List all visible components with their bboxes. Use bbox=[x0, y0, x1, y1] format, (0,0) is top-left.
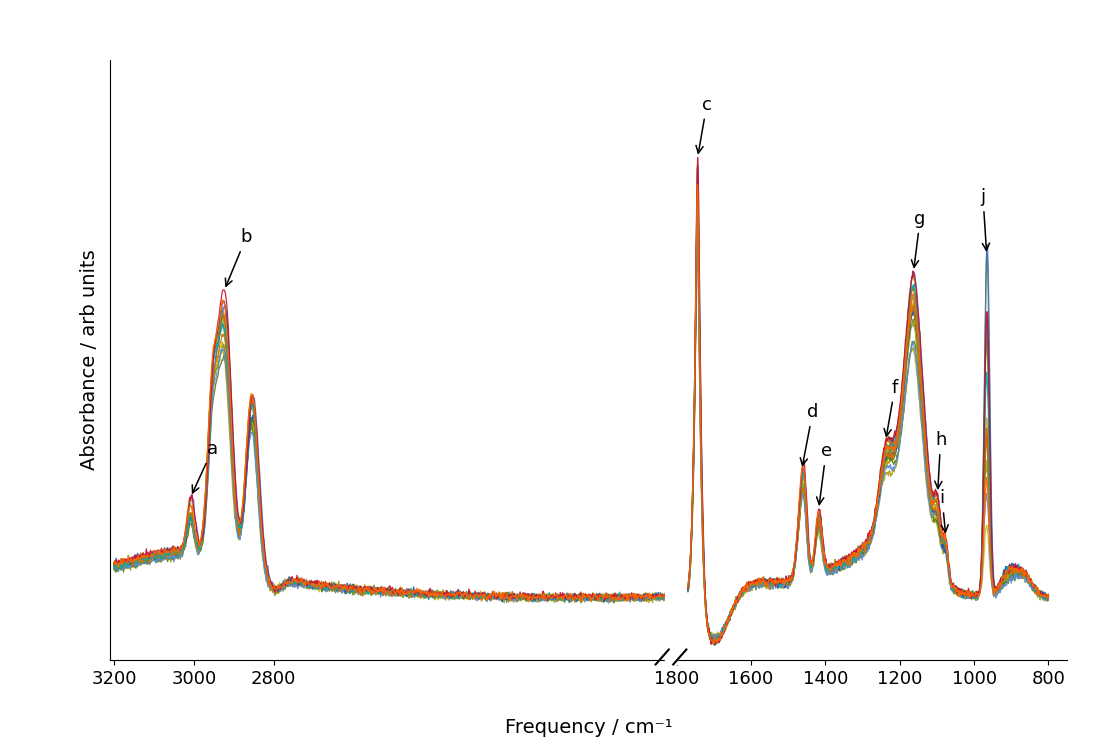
Text: b: b bbox=[226, 229, 252, 286]
Text: i: i bbox=[939, 489, 948, 532]
Text: Frequency / cm⁻¹: Frequency / cm⁻¹ bbox=[505, 718, 672, 737]
Text: c: c bbox=[696, 96, 712, 153]
Text: h: h bbox=[935, 431, 946, 488]
Text: e: e bbox=[816, 442, 832, 505]
Text: d: d bbox=[801, 403, 818, 466]
Text: j: j bbox=[980, 188, 990, 250]
Y-axis label: Absorbance / arb units: Absorbance / arb units bbox=[80, 250, 99, 470]
Text: a: a bbox=[192, 440, 218, 493]
Text: f: f bbox=[884, 379, 898, 436]
Text: g: g bbox=[912, 210, 926, 267]
